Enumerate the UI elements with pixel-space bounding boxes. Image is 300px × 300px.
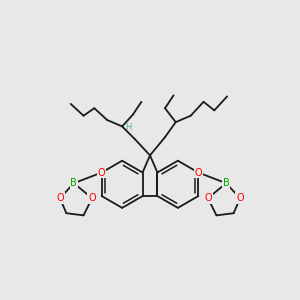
- Text: O: O: [88, 193, 96, 203]
- Text: O: O: [194, 167, 202, 178]
- Text: O: O: [98, 167, 106, 178]
- Text: O: O: [236, 193, 244, 203]
- Text: B: B: [223, 178, 230, 188]
- Text: H: H: [125, 123, 132, 132]
- Text: O: O: [204, 193, 212, 203]
- Text: B: B: [70, 178, 77, 188]
- Text: O: O: [56, 193, 64, 203]
